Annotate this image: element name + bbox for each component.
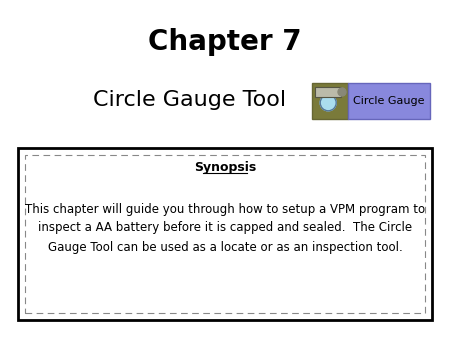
Bar [312, 83, 348, 119]
Text: Circle Gauge: Circle Gauge [353, 96, 425, 106]
Text: Synopsis: Synopsis [194, 162, 256, 174]
Circle shape [338, 88, 346, 96]
Bar [348, 83, 430, 119]
Bar [315, 87, 341, 97]
Text: Chapter 7: Chapter 7 [148, 28, 302, 56]
Circle shape [320, 95, 336, 111]
Bar [18, 148, 432, 320]
Text: This chapter will guide you through how to setup a VPM program to
inspect a AA b: This chapter will guide you through how … [25, 202, 425, 254]
Text: Circle Gauge Tool: Circle Gauge Tool [94, 90, 287, 110]
Bar [25, 155, 425, 313]
